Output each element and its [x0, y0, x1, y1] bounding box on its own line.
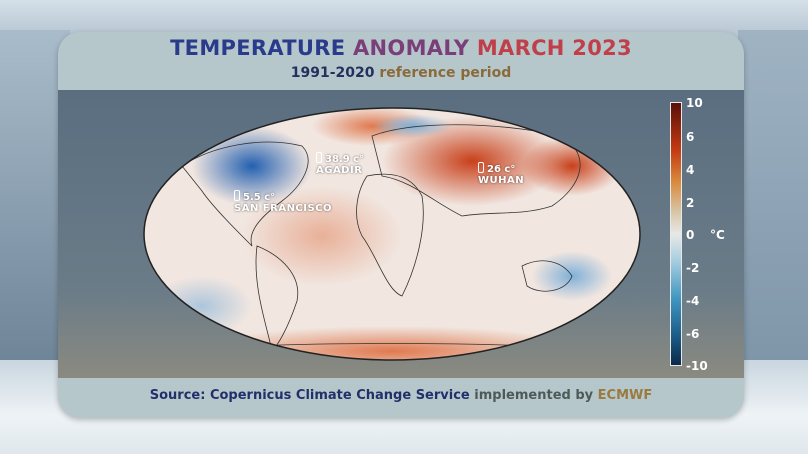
annotation-value: 26 c° — [487, 164, 516, 175]
colorbar-tick: 4 — [686, 163, 695, 177]
source-ecmwf: ECMWF — [597, 388, 653, 403]
annotation-value: 38.9 c° — [325, 154, 365, 165]
annotation-agadir: 38.9 c° AGADIR — [316, 152, 364, 176]
title-part-2: ANOMALY — [352, 36, 470, 60]
thermometer-icon — [478, 162, 484, 173]
thermometer-icon — [316, 152, 322, 163]
source-credit: Source: Copernicus Climate Change Servic… — [58, 388, 744, 403]
annotation-san-francisco: 5.5 c° SAN FRANCISCO — [234, 190, 332, 214]
subtitle-period: 1991-2020 — [290, 65, 375, 81]
source-implemented: implemented by — [474, 388, 594, 403]
colorbar-tick: 2 — [686, 196, 695, 210]
source-text: Source: Copernicus Climate Change Servic… — [149, 388, 470, 403]
colorbar-tick: -6 — [686, 327, 700, 341]
colorbar-tick: -4 — [686, 294, 700, 308]
map-subtitle: 1991-2020 reference period — [58, 65, 744, 81]
title-part-3: MARCH 2023 — [476, 36, 632, 60]
annotation-value: 5.5 c° — [243, 192, 276, 203]
thermometer-icon — [234, 190, 240, 201]
map-title: TEMPERATURE ANOMALY MARCH 2023 — [58, 36, 744, 60]
annotation-wuhan: 26 c° WUHAN — [478, 162, 524, 186]
title-part-1: TEMPERATURE — [170, 36, 346, 60]
colorbar-tick: 6 — [686, 130, 695, 144]
annotation-city: SAN FRANCISCO — [234, 203, 333, 214]
colorbar-tick: 0 — [686, 228, 695, 242]
studio-wall-right — [738, 30, 808, 360]
annotation-city: AGADIR — [316, 165, 363, 176]
anomaly-map-panel: TEMPERATURE ANOMALY MARCH 2023 1991-2020… — [58, 32, 744, 418]
colorbar — [670, 102, 682, 366]
annotation-city: WUHAN — [478, 175, 525, 186]
colorbar-tick: 10 — [686, 96, 703, 110]
colorbar-tick: -2 — [686, 261, 700, 275]
colorbar-tick: -10 — [686, 359, 708, 373]
colorbar-unit: °C — [710, 228, 725, 242]
world-map — [143, 107, 641, 361]
subtitle-text: reference period — [379, 65, 512, 81]
